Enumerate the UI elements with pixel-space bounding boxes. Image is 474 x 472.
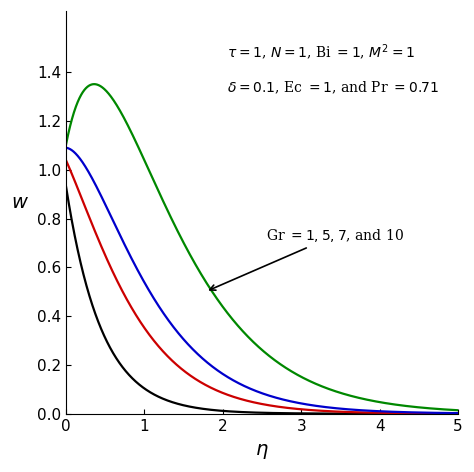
X-axis label: $\eta$: $\eta$ <box>255 442 269 461</box>
Text: $\delta = 0.1$, Ec $= 1$, and Pr $= 0.71$: $\delta = 0.1$, Ec $= 1$, and Pr $= 0.71… <box>227 80 438 96</box>
Y-axis label: $w$: $w$ <box>11 194 29 212</box>
Text: Gr $= 1, 5, 7$, and 10: Gr $= 1, 5, 7$, and 10 <box>210 227 404 290</box>
Text: $\tau = 1$, $N = 1$, Bi $= 1$, $M^2 = 1$: $\tau = 1$, $N = 1$, Bi $= 1$, $M^2 = 1$ <box>227 43 415 63</box>
